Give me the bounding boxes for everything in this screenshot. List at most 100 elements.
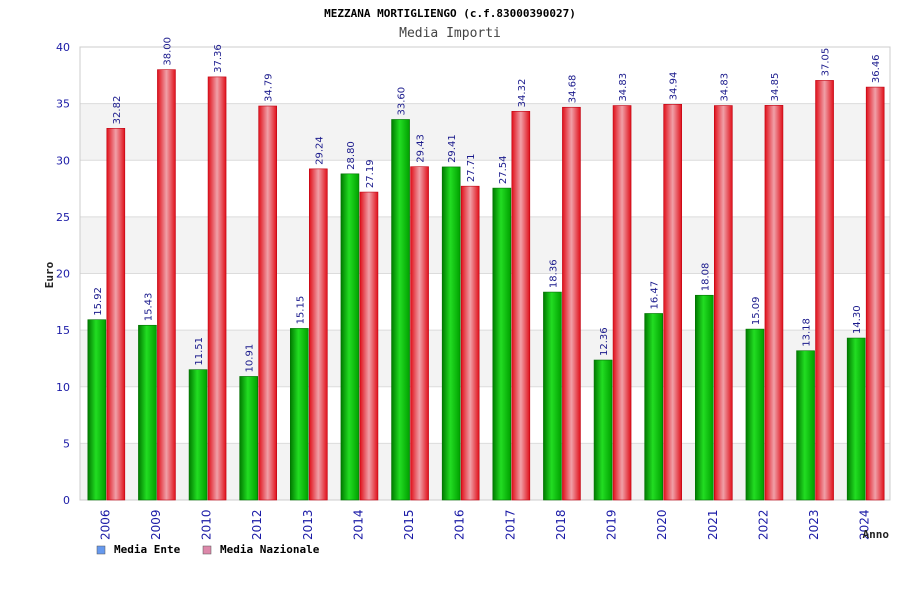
bar-media-nazionale [359,191,379,501]
x-axis-label: Anno [863,528,890,541]
x-tick-label: 2016 [453,509,467,540]
data-label: 27.19 [365,159,376,188]
data-label: 15.43 [143,293,154,322]
y-tick-label: 0 [63,494,70,507]
bar-media-nazionale [309,168,328,501]
data-label: 18.36 [548,259,559,288]
legend-swatch-media-nazionale [202,545,212,555]
data-label: 15.92 [93,287,104,316]
data-label: 34.85 [770,73,781,102]
data-label: 34.32 [517,79,528,108]
legend-label-media-nazionale: Media Nazionale [220,543,320,556]
plot-border [79,46,891,501]
bar-media-ente [593,359,613,501]
bar-media-nazionale [815,80,834,501]
data-label: 34.68 [567,75,578,104]
legend-swatch-media-ente [96,545,106,555]
data-label: 10.91 [245,344,256,373]
bar-media-ente [138,324,157,501]
legend: Media Ente Media Nazionale [96,543,320,556]
x-axis-ticks: 2006 2009 2010 2012 2013 2014 2015 2016 2017 2018… [98,509,871,540]
data-label: 11.51 [194,337,205,366]
bar-media-nazionale [460,185,480,501]
x-tick-label: 2013 [301,509,315,540]
y-tick-label: 25 [56,211,70,224]
data-labels: 15.92 32.82 15.43 38.00 11.51 37.36 10.91 34.79… [93,37,882,372]
data-label: 16.47 [650,281,661,310]
x-tick-label: 2012 [250,509,264,540]
data-label: 28.80 [346,141,357,170]
data-label: 29.43 [416,134,427,163]
data-label: 37.36 [213,44,224,73]
y-axis-ticks: 0 5 10 15 20 25 30 35 40 [56,41,70,507]
x-tick-label: 2021 [706,509,720,540]
data-label: 14.30 [852,305,863,334]
bar-media-ente [644,313,663,501]
x-tick-label: 2017 [503,509,517,540]
data-label: 18.08 [700,263,711,292]
data-label: 34.94 [669,72,680,101]
data-label: 34.83 [719,73,730,102]
bar-media-ente [796,350,815,501]
x-tick-label: 2019 [605,509,619,540]
bar-media-nazionale [511,111,531,501]
x-tick-label: 2006 [98,509,112,540]
x-tick-label: 2020 [655,509,669,540]
data-label: 12.36 [599,327,610,356]
y-tick-label: 30 [56,154,70,167]
data-label: 32.82 [112,96,123,125]
data-label: 38.00 [162,37,173,66]
bar-media-ente [441,166,461,501]
bar-media-nazionale [258,105,277,501]
data-label: 37.05 [821,48,832,77]
y-axis-label: Euro [43,261,56,288]
bar-media-ente [846,337,866,501]
bar-media-nazionale [764,105,784,501]
bar-media-ente [745,328,765,501]
bar-media-nazionale [714,105,733,501]
bar-media-ente [188,369,208,501]
y-tick-label: 10 [56,381,70,394]
data-label: 34.79 [264,73,275,102]
y-tick-label: 15 [56,324,70,337]
bar-media-nazionale [562,106,581,501]
data-label: 13.18 [802,318,813,347]
data-label: 29.41 [447,134,458,163]
bar-media-ente [290,328,309,501]
data-label: 27.54 [498,155,509,184]
x-tick-label: 2015 [402,509,416,540]
y-tick-label: 40 [56,41,70,54]
bar-media-nazionale [612,105,632,501]
x-tick-label: 2010 [200,509,214,540]
x-tick-label: 2022 [756,509,770,540]
bar-media-ente [543,291,562,501]
x-tick-label: 2023 [807,509,821,540]
data-label: 27.71 [466,154,477,183]
legend-label-media-ente: Media Ente [114,543,181,556]
x-tick-label: 2018 [554,509,568,540]
y-tick-label: 5 [63,437,70,450]
x-tick-label: 2014 [351,509,365,540]
bar-media-ente [239,376,258,501]
bar-media-nazionale [410,166,429,501]
data-label: 29.24 [314,136,325,165]
bars [87,69,885,501]
bar-media-ente [87,319,107,501]
background-band [80,47,890,104]
y-tick-label: 35 [56,98,70,111]
bar-media-nazionale [157,69,176,501]
x-tick-label: 2024 [858,509,872,540]
data-label: 34.83 [618,73,629,102]
y-tick-label: 20 [56,268,70,281]
bar-media-nazionale [207,76,227,501]
data-label: 15.15 [295,296,306,325]
bar-media-ente [391,119,410,501]
data-label: 33.60 [397,87,408,116]
chart-title: MEZZANA MORTIGLIENGO (c.f.83000390027) [324,7,576,20]
bar-media-nazionale [663,104,682,501]
data-label: 15.09 [751,296,762,325]
bar-media-ente [492,187,512,501]
data-label: 36.46 [871,54,882,83]
bar-media-nazionale [865,86,885,501]
